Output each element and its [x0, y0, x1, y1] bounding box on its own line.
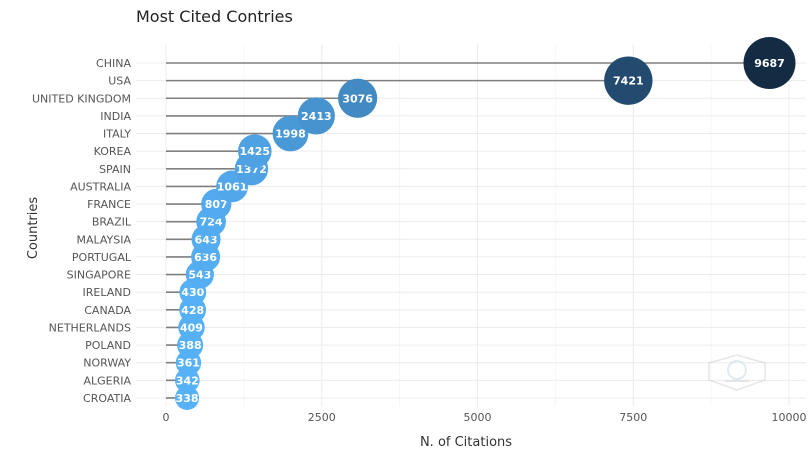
x-tick-labels: 0 2500 5000 7500 10000 — [163, 411, 807, 424]
data-label: 342 — [176, 374, 199, 387]
data-label: 643 — [195, 233, 218, 246]
bubble-marker[interactable] — [297, 97, 335, 135]
bubble-marker[interactable] — [272, 115, 309, 152]
watermark-logo — [708, 354, 766, 391]
x-tick-label: 10000 — [772, 411, 807, 424]
data-label: 807 — [205, 198, 228, 211]
bubble-marker[interactable] — [238, 134, 272, 168]
category-labels: CHINA USA UNITED KINGDOM INDIA ITALY KOREA SPA… — [32, 57, 132, 405]
category-label: IRELAND — [83, 286, 131, 299]
data-point[interactable]: 338 — [175, 385, 200, 410]
bubble-marker[interactable] — [338, 78, 378, 118]
x-axis-title: N. of Citations — [420, 435, 512, 450]
category-label: ITALY — [103, 128, 131, 141]
data-label: 428 — [181, 304, 204, 317]
data-label: 2413 — [301, 110, 332, 123]
category-label: POLAND — [85, 339, 131, 352]
category-label: UNITED KINGDOM — [32, 92, 131, 105]
category-label: CROATIA — [83, 392, 131, 405]
data-point[interactable]: 2413 — [297, 97, 335, 135]
data-label: 1425 — [239, 145, 270, 158]
data-point[interactable]: 3076 — [338, 78, 378, 118]
category-label: INDIA — [100, 110, 131, 123]
category-label: PORTUGAL — [72, 251, 132, 264]
bubbles: 3383423613884094284305436366437248071061… — [175, 37, 796, 410]
bubble-marker[interactable] — [175, 385, 200, 410]
data-label: 430 — [181, 286, 204, 299]
data-label: 3076 — [342, 92, 373, 105]
data-label: 9687 — [754, 57, 785, 70]
data-label: 1061 — [217, 180, 248, 193]
category-label: SINGAPORE — [67, 269, 131, 282]
data-label: 409 — [180, 321, 203, 334]
y-axis-title: Countries — [26, 197, 41, 260]
category-label: MALAYSIA — [76, 233, 131, 246]
bubble-marker[interactable] — [743, 37, 796, 89]
x-tick-label: 0 — [163, 411, 170, 424]
data-label: 636 — [194, 251, 217, 264]
chart-title: Most Cited Contries — [136, 7, 293, 26]
x-tick-label: 5000 — [464, 411, 492, 424]
data-label: 543 — [188, 269, 211, 282]
data-point[interactable]: 1998 — [272, 115, 309, 152]
category-label: KOREA — [94, 145, 132, 158]
category-label: BRAZIL — [92, 216, 132, 229]
data-point[interactable]: 9687 — [743, 37, 796, 89]
data-label: 338 — [176, 392, 199, 405]
data-label: 7421 — [613, 75, 644, 88]
data-label: 388 — [179, 339, 202, 352]
data-point[interactable]: 1425 — [238, 134, 272, 168]
category-label: USA — [108, 75, 131, 88]
category-label: NORWAY — [83, 357, 131, 370]
data-point[interactable]: 7421 — [604, 56, 653, 105]
category-label: AUSTRALIA — [70, 180, 131, 193]
bubble-marker[interactable] — [604, 56, 653, 105]
x-tick-label: 7500 — [619, 411, 647, 424]
category-label: CANADA — [84, 304, 131, 317]
x-tick-label: 2500 — [308, 411, 336, 424]
category-label: SPAIN — [99, 163, 131, 176]
data-label: 361 — [177, 357, 200, 370]
data-label: 1998 — [275, 128, 306, 141]
category-label: NETHERLANDS — [49, 321, 131, 334]
category-label: FRANCE — [87, 198, 131, 211]
category-label: ALGERIA — [83, 374, 131, 387]
category-label: CHINA — [96, 57, 131, 70]
stems — [166, 62, 770, 399]
